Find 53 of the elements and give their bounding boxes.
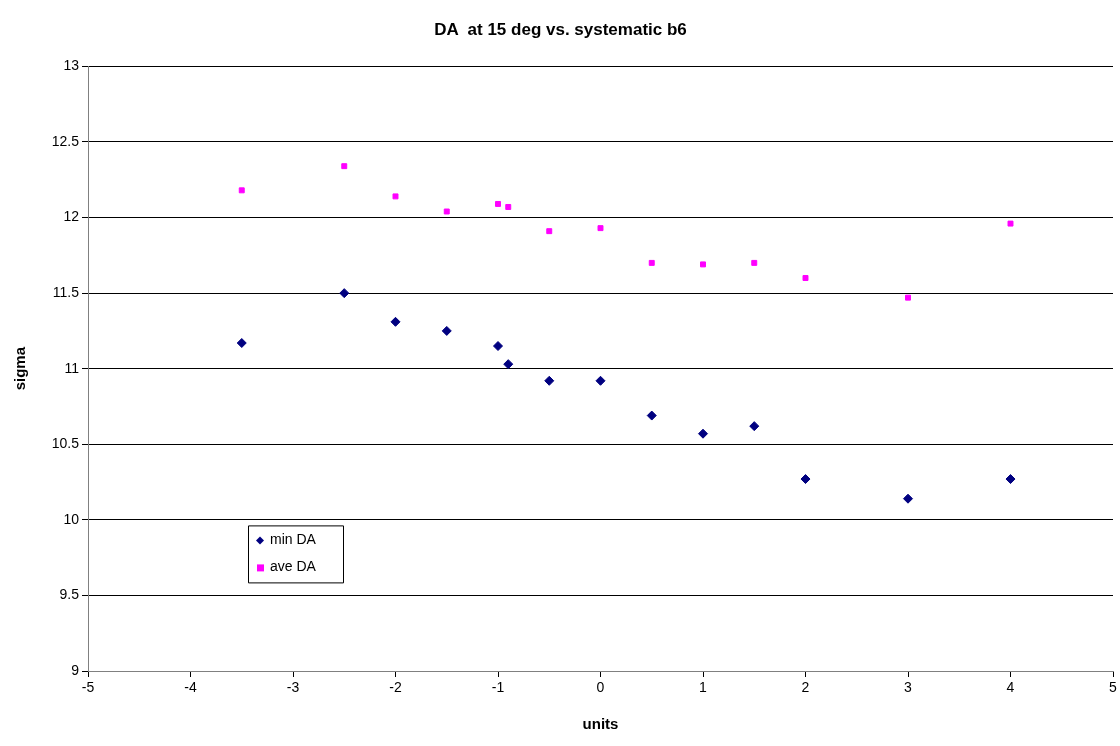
point — [392, 193, 399, 200]
y-tick-label: 11 — [64, 359, 80, 376]
point — [905, 294, 911, 301]
point — [903, 493, 913, 504]
x-tick-label: -3 — [286, 679, 300, 696]
y-tick-label: 11.5 — [52, 283, 80, 300]
point — [495, 200, 501, 207]
point — [339, 288, 350, 299]
y-tick-label: 10.5 — [51, 435, 80, 452]
point — [546, 228, 553, 235]
x-tick-label: 4 — [1006, 679, 1015, 696]
point — [595, 375, 606, 386]
x-tick-label: -1 — [491, 679, 505, 696]
point — [505, 204, 512, 210]
point — [503, 359, 514, 370]
legend-label: min DA — [270, 531, 317, 548]
point — [646, 410, 657, 421]
point — [544, 375, 555, 386]
y-tick-label: 12 — [63, 208, 80, 225]
point — [493, 341, 503, 352]
point — [238, 187, 245, 194]
x-tick-label: -5 — [81, 679, 95, 696]
point — [1007, 220, 1014, 227]
point — [341, 163, 348, 170]
point — [1005, 474, 1016, 485]
point — [648, 259, 655, 266]
point — [802, 275, 809, 281]
point — [800, 474, 811, 485]
point — [441, 325, 452, 336]
y-tick-label: 10 — [63, 510, 80, 527]
point — [751, 259, 758, 266]
point — [390, 316, 401, 327]
y-tick-label: 9 — [71, 661, 80, 678]
point — [749, 421, 760, 432]
x-tick-label: 2 — [801, 679, 810, 696]
legend-label: ave DA — [270, 558, 317, 575]
y-tick-label: 13 — [63, 57, 80, 74]
point — [443, 208, 450, 215]
y-tick-label: 9.5 — [59, 586, 80, 603]
point — [700, 261, 706, 268]
x-tick-label: -2 — [389, 679, 402, 696]
x-tick-label: 0 — [596, 679, 605, 696]
y-axis-title: sigma — [11, 346, 29, 391]
x-tick-label: 3 — [904, 679, 913, 696]
x-tick-label: 1 — [699, 679, 708, 696]
x-tick-label: 5 — [1109, 679, 1118, 696]
point — [236, 338, 247, 349]
chart-title: DA at 15 deg vs. systematic b6 — [434, 19, 687, 39]
y-tick-label: 12.5 — [51, 132, 80, 149]
x-tick-label: -4 — [184, 679, 197, 696]
point — [597, 225, 604, 232]
point — [698, 428, 708, 439]
x-axis-title: units — [582, 715, 619, 733]
